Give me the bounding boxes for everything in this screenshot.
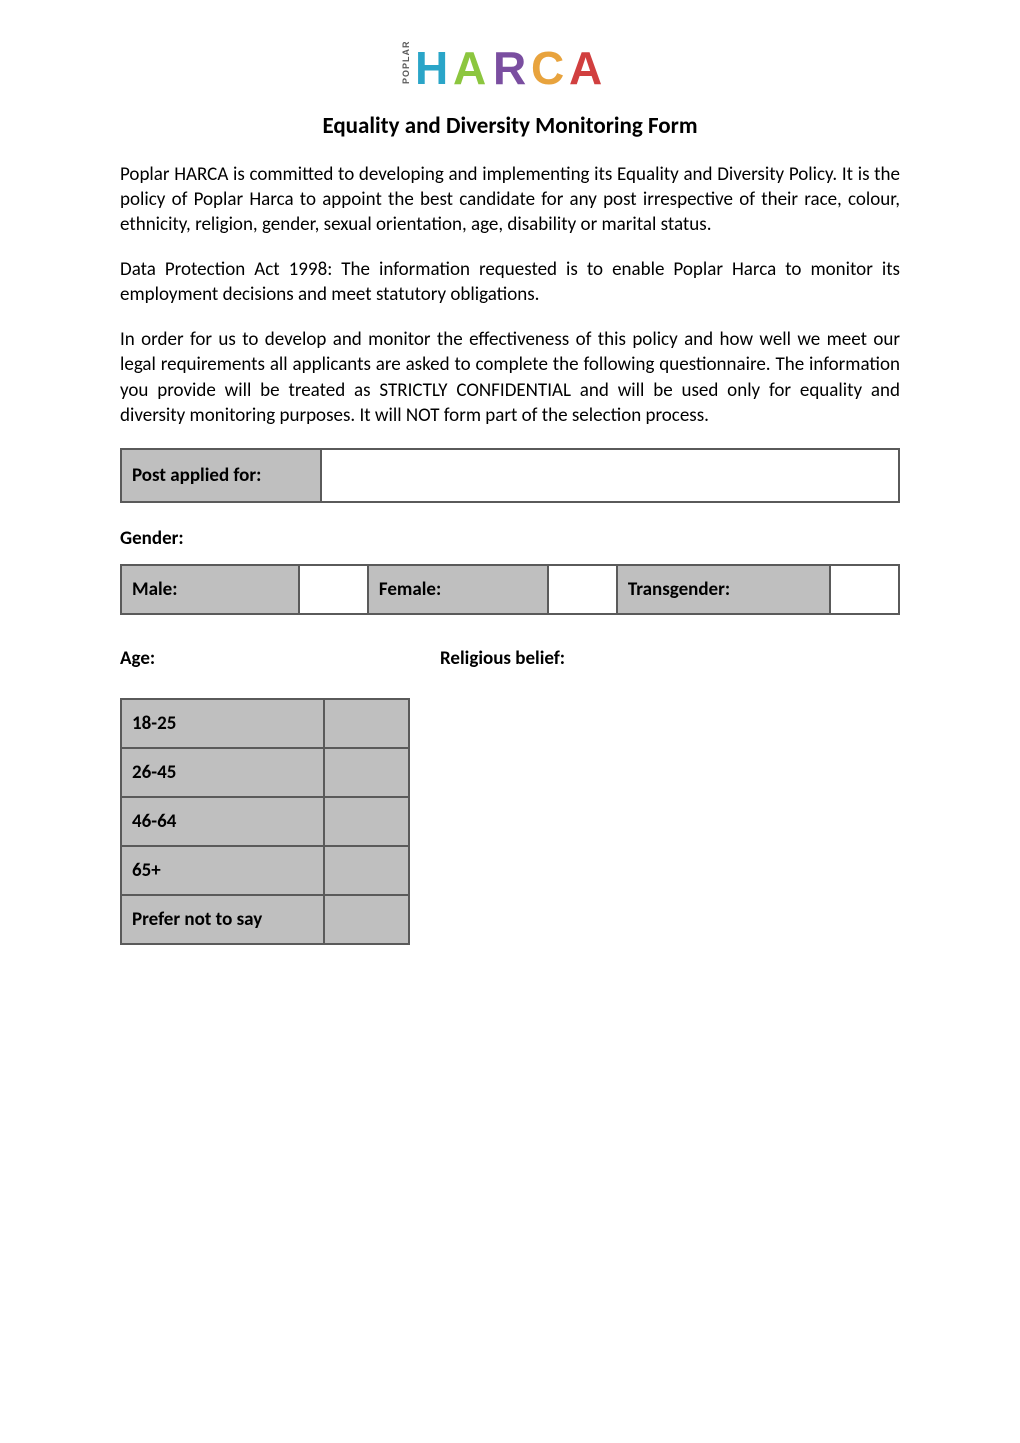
age-46-64-label: 46-64 <box>121 797 324 846</box>
gender-female-label: Female: <box>369 564 549 615</box>
gender-trans-label: Transgender: <box>618 564 831 615</box>
post-applied-table: Post applied for: <box>120 448 900 503</box>
gender-section-label: Gender: <box>120 527 900 550</box>
post-applied-label: Post applied for: <box>121 449 321 502</box>
age-18-25-label: 18-25 <box>121 699 324 748</box>
age-65plus-label: 65+ <box>121 846 324 895</box>
age-26-45-input[interactable] <box>324 748 409 797</box>
religious-section-label: Religious belief: <box>440 647 565 670</box>
gender-table: Male: Female: Transgender: <box>120 564 900 615</box>
age-26-45-label: 26-45 <box>121 748 324 797</box>
form-title: Equality and Diversity Monitoring Form <box>120 112 900 140</box>
gender-male-label: Male: <box>120 564 300 615</box>
intro-para-2: Data Protection Act 1998: The informatio… <box>120 257 900 307</box>
age-prefer-not-label: Prefer not to say <box>121 895 324 944</box>
post-applied-input[interactable] <box>321 449 899 502</box>
harca-logo: POPLAR H A R C A <box>120 40 900 94</box>
intro-para-3: In order for us to develop and monitor t… <box>120 327 900 427</box>
gender-female-input[interactable] <box>549 564 618 615</box>
svg-text:H: H <box>415 42 448 94</box>
age-section-label: Age: <box>120 647 360 670</box>
intro-para-1: Poplar HARCA is committed to developing … <box>120 162 900 237</box>
svg-text:A: A <box>569 42 602 94</box>
svg-text:C: C <box>531 42 564 94</box>
svg-text:POPLAR: POPLAR <box>401 40 411 84</box>
gender-male-input[interactable] <box>300 564 369 615</box>
age-prefer-not-input[interactable] <box>324 895 409 944</box>
age-18-25-input[interactable] <box>324 699 409 748</box>
svg-text:R: R <box>493 42 526 94</box>
age-table: 18-25 26-45 46-64 65+ Prefer not to say <box>120 698 410 945</box>
age-65plus-input[interactable] <box>324 846 409 895</box>
age-46-64-input[interactable] <box>324 797 409 846</box>
svg-text:A: A <box>453 42 486 94</box>
gender-trans-input[interactable] <box>831 564 900 615</box>
